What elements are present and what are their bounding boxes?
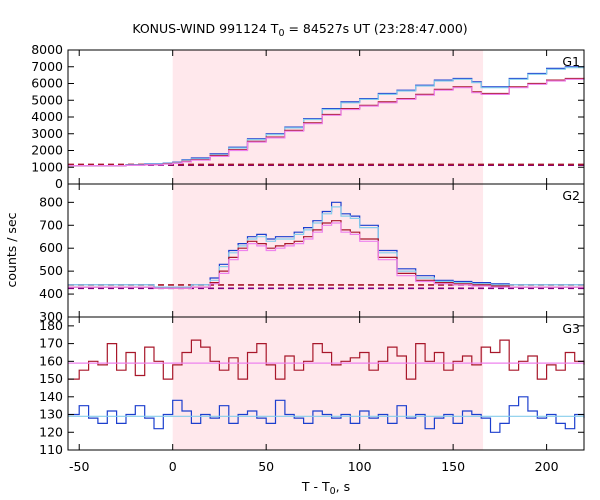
- y-tick-label-G3-120: 120: [39, 424, 63, 439]
- y-tick-label-G3-130: 130: [39, 407, 63, 422]
- y-tick-label-G3-140: 140: [39, 389, 63, 404]
- y-tick-label-G1-5000: 5000: [31, 92, 63, 107]
- x-tick-label-200: 200: [535, 459, 559, 474]
- y-tick-label-G1-2000: 2000: [31, 143, 63, 158]
- series-line-G1-3: [68, 78, 585, 167]
- y-tick-label-G1-1000: 1000: [31, 159, 63, 174]
- panel-label-G2: G2: [562, 188, 580, 203]
- x-tick-label-150: 150: [441, 459, 465, 474]
- y-tick-label-G2-800: 800: [39, 194, 63, 209]
- panel-label-G3: G3: [562, 321, 580, 336]
- x-tick-label-50: 50: [258, 459, 274, 474]
- y-tick-label-G3-160: 160: [39, 353, 63, 368]
- y-axis-label: counts / sec: [4, 212, 19, 287]
- shaded-interval-G1: [172, 50, 484, 184]
- y-tick-label-G2-500: 500: [39, 263, 63, 278]
- x-tick-label-100: 100: [348, 459, 372, 474]
- y-tick-label-G3-110: 110: [39, 442, 63, 457]
- y-tick-label-G1-8000: 8000: [31, 42, 63, 57]
- y-tick-label-G3-170: 170: [39, 336, 63, 351]
- y-tick-label-G2-700: 700: [39, 217, 63, 232]
- y-tick-label-G1-6000: 6000: [31, 76, 63, 91]
- panel-label-G1: G1: [562, 54, 580, 69]
- x-tick-label-0: 0: [169, 459, 177, 474]
- shaded-interval-G3: [172, 317, 484, 450]
- y-tick-label-G2-400: 400: [39, 286, 63, 301]
- y-tick-label-G1-7000: 7000: [31, 59, 63, 74]
- y-tick-label-G1-3000: 3000: [31, 126, 63, 141]
- y-tick-label-G2-300: 300: [39, 309, 63, 324]
- x-axis-label: T - T0, s: [301, 479, 350, 497]
- y-tick-label-G3-180: 180: [39, 318, 63, 333]
- y-tick-label-G2-600: 600: [39, 240, 63, 255]
- series-line-G3-0: [68, 339, 585, 380]
- y-tick-label-G1-4000: 4000: [31, 109, 63, 124]
- y-tick-label-G3-150: 150: [39, 371, 63, 386]
- x-tick-label--50: -50: [69, 459, 89, 474]
- y-tick-label-G1-0: 0: [55, 176, 63, 191]
- series-line-G2-3: [68, 222, 584, 289]
- series-line-G3-2: [68, 396, 585, 433]
- series-line-G2-1: [68, 206, 584, 288]
- panel-frame-G3: [67, 316, 585, 451]
- chart-title: KONUS-WIND 991124 T0 = 84527s UT (23:28:…: [132, 21, 467, 39]
- shaded-interval-G2: [172, 184, 484, 317]
